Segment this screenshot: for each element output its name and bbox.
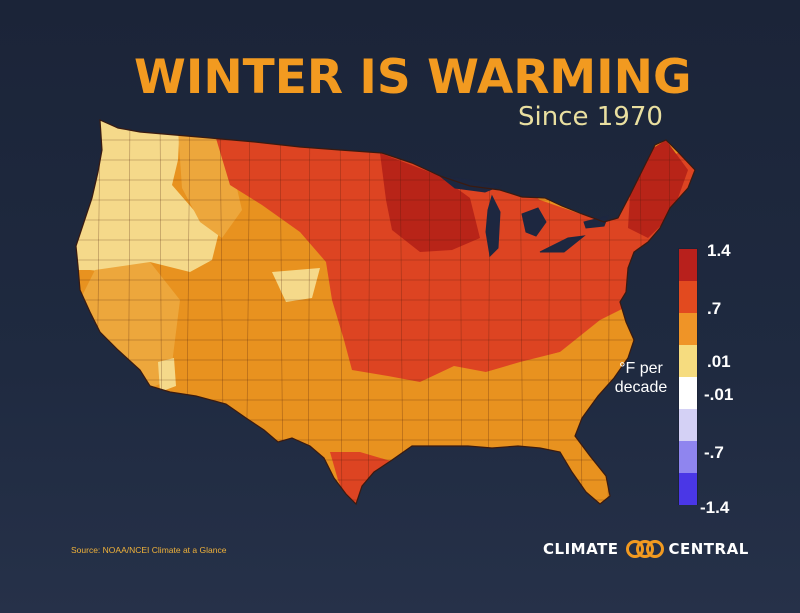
lake-ontario (583, 215, 609, 229)
legend-swatch-5 (679, 377, 697, 409)
source-note: Source: NOAA/NCEI Climate at a Glance (71, 545, 227, 555)
legend-tick-5: -.7 (704, 443, 724, 462)
legend-swatch-7 (679, 441, 697, 473)
climate-central-logo: CLIMATE CENTRAL (543, 538, 749, 560)
legend-swatch-2 (679, 281, 697, 313)
linked-rings-icon (625, 540, 664, 558)
legend-swatch-3 (679, 313, 697, 345)
legend-unit-line2: decade (614, 379, 668, 396)
page-subtitle: Since 1970 (518, 102, 663, 132)
lake-michigan (485, 194, 501, 258)
lake-erie (539, 235, 586, 253)
legend-tick-1: 1.4 (707, 241, 731, 260)
brand-right: CENTRAL (668, 540, 749, 558)
legend-unit-line1: °F per (619, 360, 663, 377)
page-title: WINTER IS WARMING (134, 50, 692, 105)
legend-unit: °F per decade (606, 359, 676, 397)
legend-tick-3: .01 (707, 352, 731, 371)
lake-huron (521, 207, 547, 237)
legend-tick-6: -1.4 (700, 498, 730, 517)
legend-tick-4: -.01 (704, 385, 734, 404)
legend-tick-2: .7 (707, 299, 722, 318)
legend-swatch-1 (679, 249, 697, 281)
brand-left: CLIMATE (543, 540, 619, 558)
legend-swatch-4 (679, 345, 697, 377)
legend-swatch-8 (679, 473, 697, 505)
legend-swatch-6 (679, 409, 697, 441)
